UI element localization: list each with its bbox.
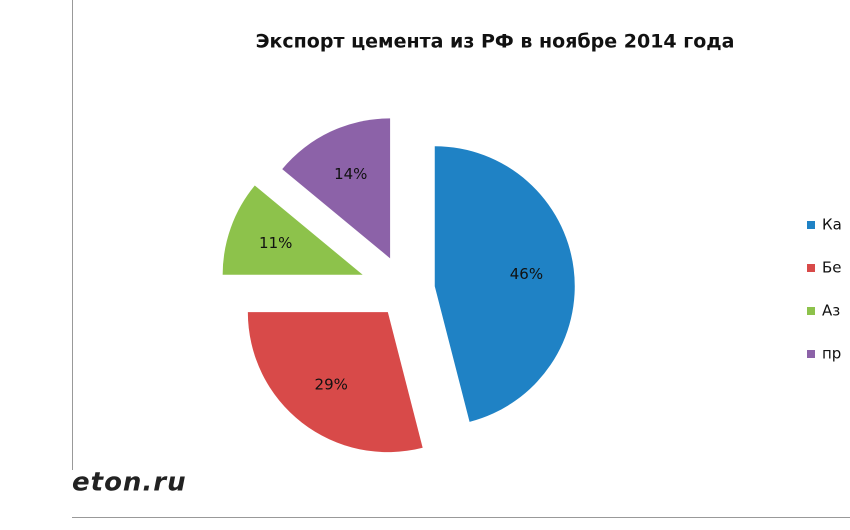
pie-slice [222, 185, 363, 275]
legend-swatch [807, 307, 815, 315]
legend-label: Аз [822, 302, 840, 320]
legend-label: Бе [822, 259, 842, 277]
pie-slice [247, 312, 423, 453]
legend-swatch [807, 264, 815, 272]
data-label: 29% [315, 376, 348, 394]
legend-swatch [807, 350, 815, 358]
chart-title: Экспорт цемента из РФ в ноябре 2014 года [256, 31, 735, 53]
watermark: eton.ru [72, 468, 187, 498]
data-label: 14% [334, 165, 367, 183]
data-label: 46% [510, 265, 543, 283]
pie-slice [282, 118, 391, 259]
data-label: 11% [259, 234, 292, 252]
legend-label: Ка [822, 216, 842, 234]
legend-swatch [807, 221, 815, 229]
pie-slice [434, 146, 575, 422]
legend-label: пр [822, 345, 841, 363]
